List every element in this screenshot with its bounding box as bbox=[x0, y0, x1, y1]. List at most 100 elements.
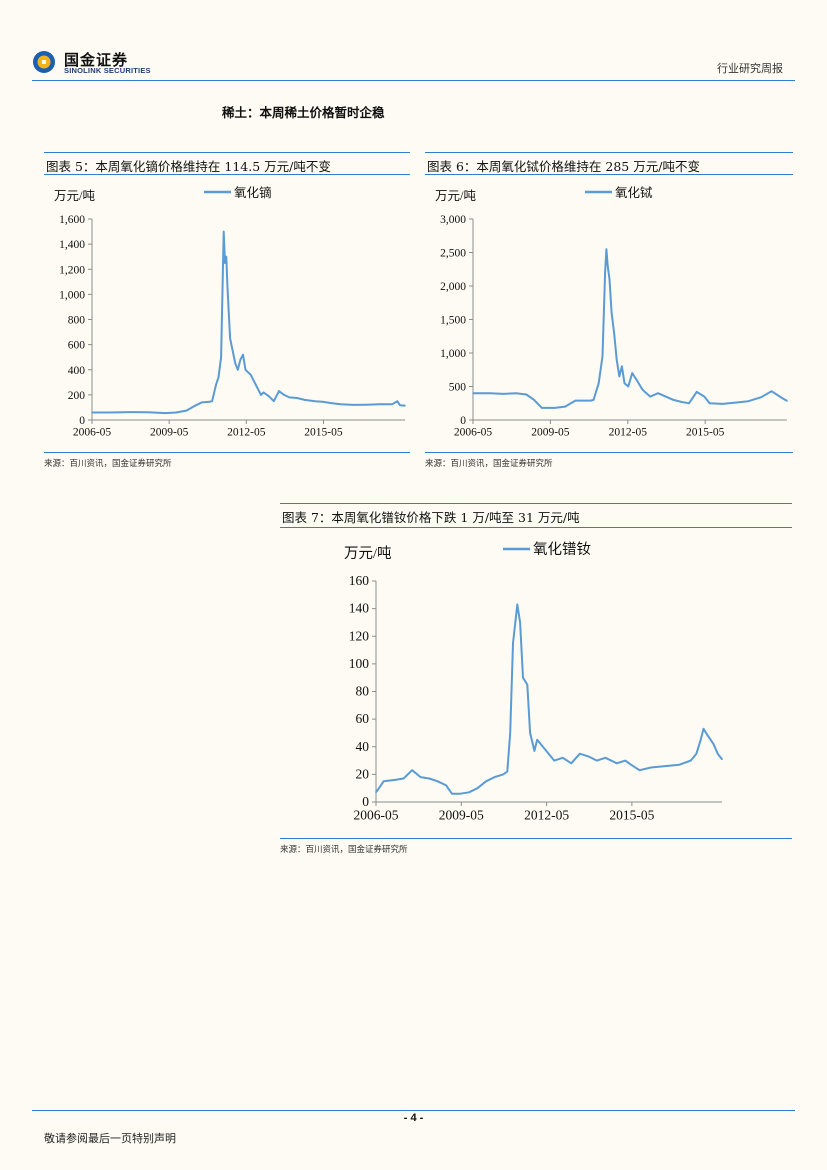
data-point bbox=[267, 395, 270, 397]
data-point bbox=[695, 391, 698, 393]
data-point bbox=[134, 411, 136, 413]
data-point bbox=[247, 371, 249, 374]
x-tick-label: 2015-05 bbox=[686, 427, 725, 439]
data-point bbox=[242, 353, 244, 356]
y-tick-label: 60 bbox=[356, 711, 370, 726]
series-line-氧化铽 bbox=[473, 248, 788, 409]
y-tick-label: 0 bbox=[362, 794, 369, 809]
y-tick-label: 1,000 bbox=[59, 289, 85, 301]
y-tick-label: 120 bbox=[349, 628, 370, 643]
data-point bbox=[226, 287, 229, 289]
data-point bbox=[688, 402, 690, 405]
data-point bbox=[489, 392, 492, 394]
data-point bbox=[672, 399, 675, 401]
data-point bbox=[339, 403, 342, 406]
figure-5-top-rule bbox=[44, 152, 410, 153]
data-point bbox=[428, 777, 430, 780]
data-point bbox=[649, 395, 652, 398]
data-point bbox=[702, 728, 705, 730]
data-point bbox=[562, 757, 564, 759]
y-axis-unit-label: 万元/吨 bbox=[435, 189, 476, 203]
y-tick-label: 20 bbox=[356, 766, 370, 781]
data-point bbox=[314, 400, 316, 402]
data-point bbox=[604, 757, 607, 759]
data-point bbox=[404, 404, 406, 407]
data-point bbox=[509, 732, 511, 734]
data-point bbox=[231, 350, 234, 352]
data-point bbox=[570, 762, 573, 765]
data-point bbox=[217, 376, 220, 379]
figure-7-source: 来源：百川资讯，国金证券研究所 bbox=[280, 845, 408, 855]
x-tick-label: 2012-05 bbox=[227, 427, 266, 439]
data-point bbox=[215, 384, 217, 386]
data-point bbox=[590, 399, 592, 402]
figure-5-title: 图表 5：本周氧化镝价格维持在 114.5 万元/吨不变 bbox=[46, 159, 331, 174]
chart-praseodymium-neodymium-oxide: 0 20 40 60 80 100 120 140 160 2006-05 2009-05 2012-… bbox=[344, 541, 723, 823]
y-tick-label: 1,400 bbox=[59, 239, 85, 251]
section-title: 稀土：本周稀土价格暂时企稳 bbox=[222, 105, 385, 120]
data-point bbox=[224, 262, 226, 264]
data-point bbox=[708, 402, 711, 405]
y-tick-label: 3,000 bbox=[440, 214, 466, 226]
x-tick-label: 2009-05 bbox=[439, 808, 484, 823]
data-point bbox=[283, 394, 285, 396]
data-point bbox=[459, 792, 462, 795]
series-line-氧化镨钕 bbox=[375, 603, 723, 795]
data-point bbox=[781, 397, 783, 399]
x-tick-label: 2006-05 bbox=[73, 427, 112, 439]
data-point bbox=[601, 355, 604, 358]
data-point bbox=[211, 400, 213, 402]
data-point bbox=[108, 411, 110, 414]
data-point bbox=[618, 375, 621, 378]
data-point bbox=[157, 411, 159, 414]
data-point bbox=[208, 401, 211, 403]
figure-5-title-rule bbox=[44, 174, 410, 175]
data-point bbox=[541, 407, 543, 409]
data-point bbox=[394, 779, 396, 781]
data-point bbox=[451, 792, 453, 795]
data-point bbox=[121, 411, 123, 413]
data-point bbox=[329, 402, 332, 404]
series-line-氧化镝 bbox=[92, 230, 406, 415]
x-tick-label: 2006-05 bbox=[454, 427, 493, 439]
chart-dysprosium-oxide: 0 200 400 600 800 1,000 1,200 1,400 1,600 2006-05… bbox=[54, 185, 406, 439]
legend-label: 氧化铽 bbox=[615, 185, 653, 200]
data-point bbox=[574, 399, 577, 402]
y-tick-label: 1,000 bbox=[440, 348, 466, 360]
data-point bbox=[596, 759, 598, 762]
header-divider bbox=[32, 80, 795, 81]
y-tick-label: 200 bbox=[68, 390, 86, 402]
data-point bbox=[638, 769, 641, 771]
data-point bbox=[630, 763, 632, 766]
data-point bbox=[512, 642, 514, 644]
data-point bbox=[201, 401, 203, 404]
data-point bbox=[234, 362, 237, 365]
data-point bbox=[680, 401, 682, 403]
data-point bbox=[225, 255, 228, 258]
x-tick-label: 2012-05 bbox=[609, 427, 648, 439]
data-point bbox=[695, 752, 698, 755]
data-point bbox=[185, 409, 188, 412]
data-point bbox=[579, 752, 581, 755]
data-point bbox=[564, 405, 566, 408]
data-point bbox=[587, 755, 590, 758]
data-point bbox=[476, 787, 479, 789]
data-point bbox=[608, 278, 611, 281]
data-point bbox=[273, 400, 275, 402]
data-point bbox=[775, 393, 778, 396]
data-point bbox=[664, 395, 667, 398]
data-point bbox=[91, 411, 93, 414]
data-point bbox=[375, 791, 377, 794]
data-point bbox=[506, 770, 509, 773]
data-point bbox=[229, 337, 231, 340]
data-point bbox=[786, 400, 788, 402]
y-tick-label: 400 bbox=[68, 365, 86, 377]
data-point bbox=[303, 399, 306, 401]
x-tick-label: 2006-05 bbox=[354, 808, 399, 823]
figure-6-title: 图表 6：本周氧化铽价格维持在 285 万元/吨不变 bbox=[427, 159, 700, 174]
data-point bbox=[542, 746, 544, 748]
data-point bbox=[616, 762, 618, 765]
data-point bbox=[502, 773, 504, 776]
data-point bbox=[262, 391, 265, 394]
data-point bbox=[657, 392, 659, 394]
